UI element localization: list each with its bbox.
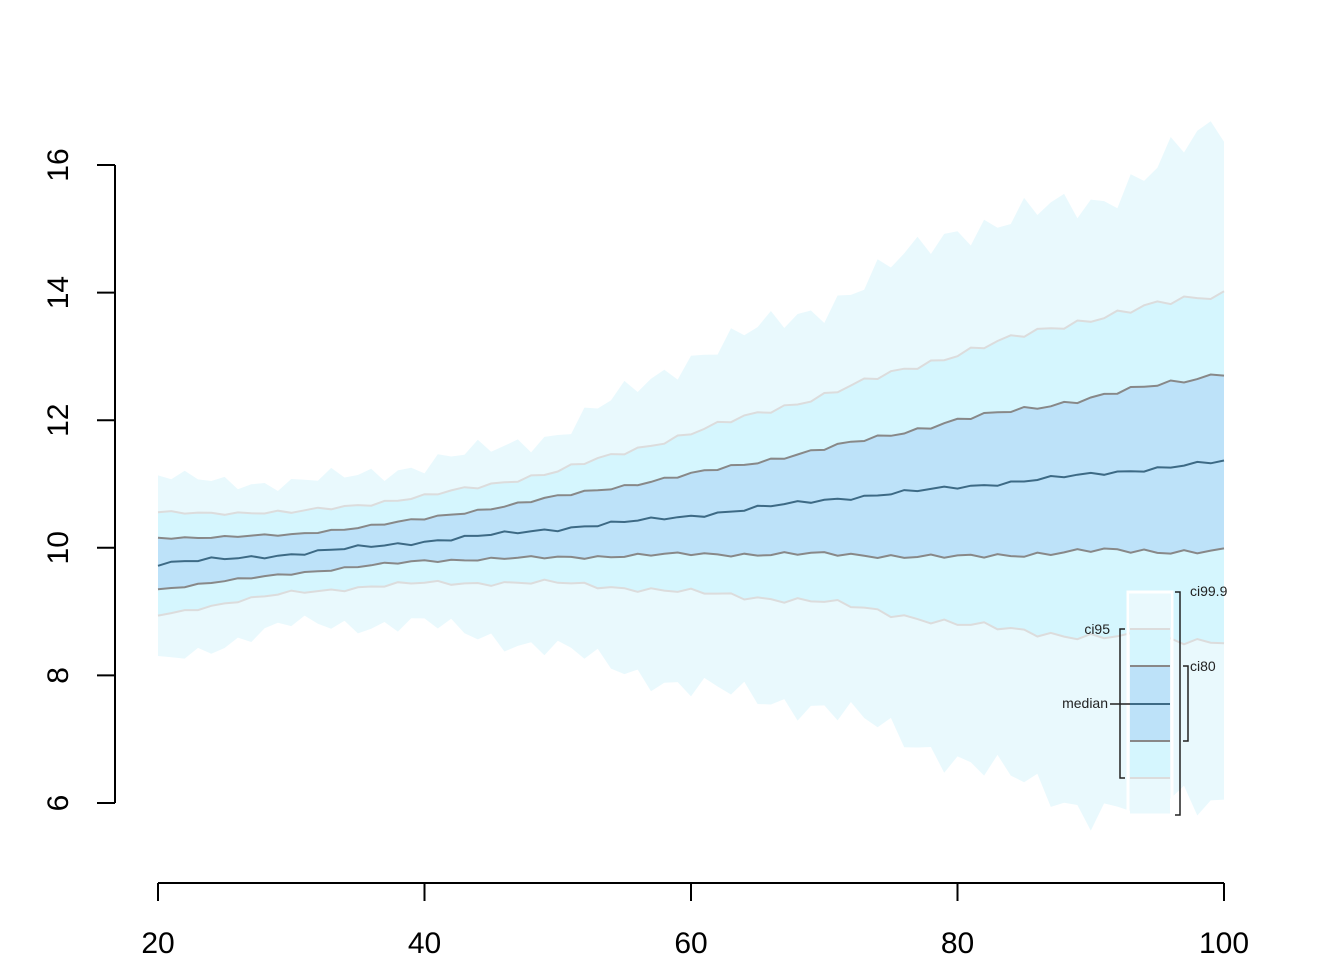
y-tick-label: 8 (42, 667, 75, 684)
y-tick-label: 14 (42, 276, 75, 309)
legend-label-ci99-9: ci99.9 (1190, 583, 1228, 599)
y-tick-label: 12 (42, 404, 75, 437)
legend-label-median: median (1062, 695, 1108, 711)
edge-ci95-lower (157, 578, 1225, 646)
x-tick-label: 80 (941, 927, 974, 960)
legend-label-ci95: ci95 (1084, 621, 1110, 637)
legend-bracket-ci99-9 (1175, 591, 1181, 816)
legend-bracket-ci80 (1183, 665, 1189, 742)
y-axis: 6 8 10 12 14 16 (42, 148, 116, 812)
legend: ci99.9 ci95 ci80 median (1062, 583, 1228, 817)
edge-ci95-upper (157, 290, 1225, 516)
y-tick-label: 10 (42, 531, 75, 564)
x-axis: 20 40 60 80 100 (141, 882, 1249, 960)
median-line (157, 459, 1225, 567)
edge-ci80-upper (157, 373, 1225, 540)
band-ci80 (158, 374, 1224, 590)
x-tick-label: 40 (408, 927, 441, 960)
edge-ci80-lower (157, 547, 1225, 591)
x-tick-label: 100 (1199, 927, 1249, 960)
lines-layer (157, 290, 1225, 646)
bands-layer (158, 121, 1224, 831)
x-tick-label: 20 (141, 927, 174, 960)
x-tick-label: 60 (674, 927, 707, 960)
y-tick-label: 6 (42, 795, 75, 812)
y-tick-label: 16 (42, 148, 75, 181)
legend-label-ci80: ci80 (1190, 658, 1216, 674)
